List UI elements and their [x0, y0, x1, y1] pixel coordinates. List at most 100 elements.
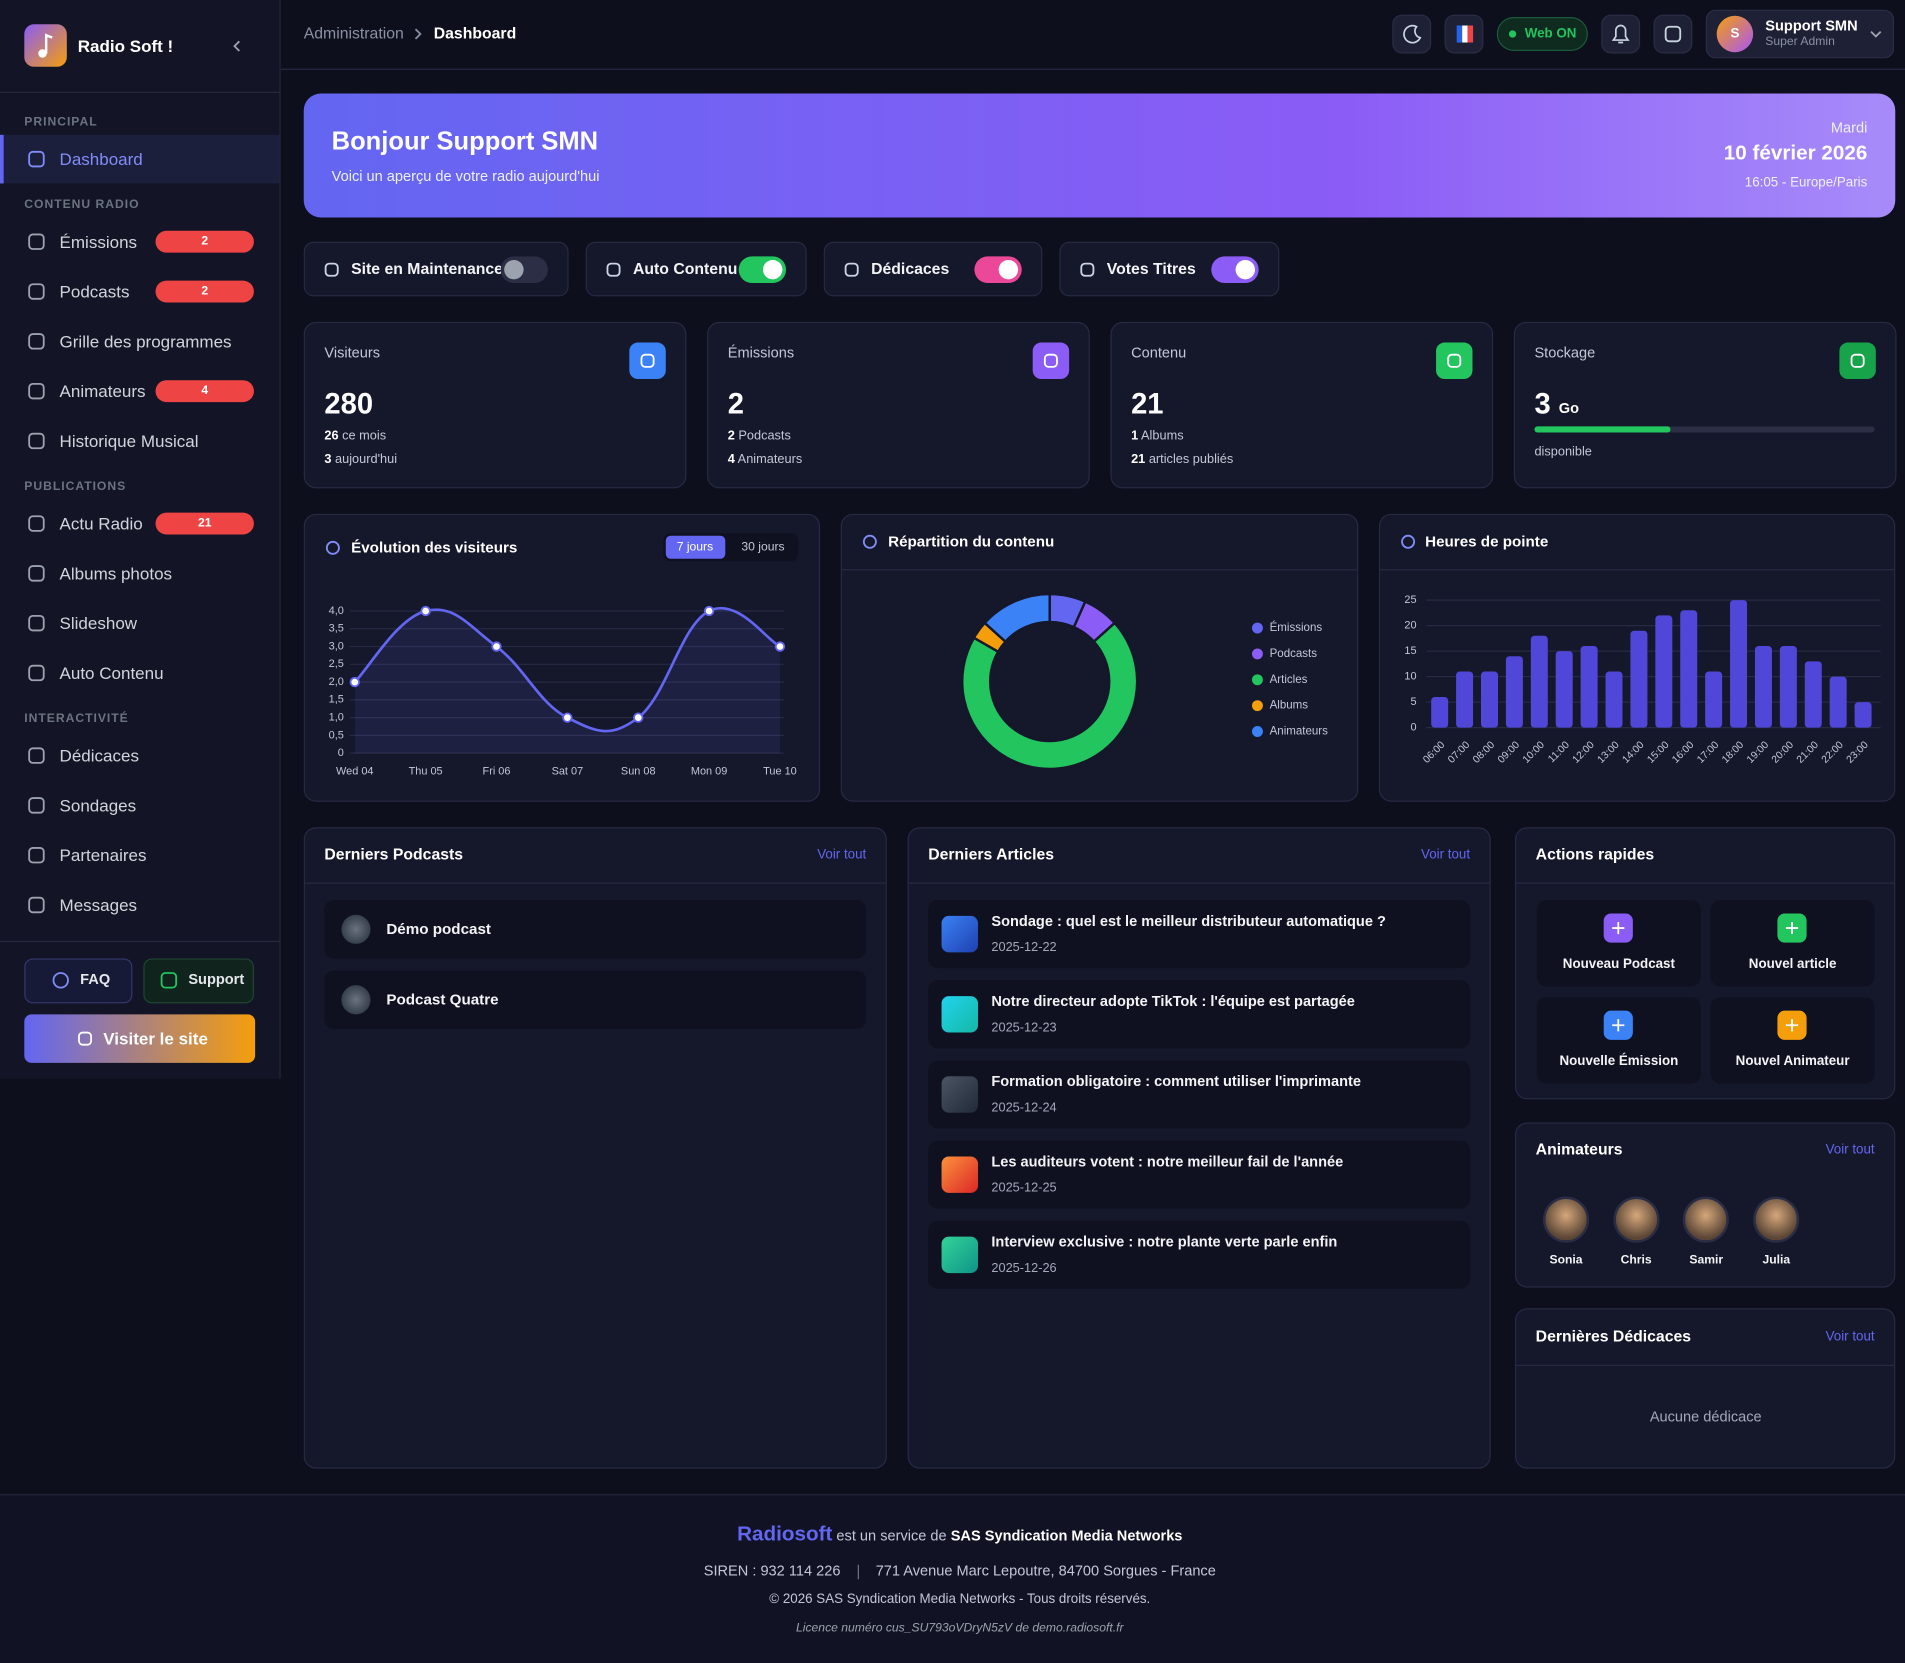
dedicaces-link[interactable]: Voir tout [1825, 1329, 1875, 1345]
article-item[interactable] [928, 980, 1471, 1049]
animateur-avatar[interactable] [1542, 1196, 1590, 1243]
article-title: Interview exclusive : notre plante verte… [991, 1233, 1338, 1251]
stat-label: Visiteurs [324, 343, 381, 361]
quick-action-label: Nouveau Podcast [1562, 956, 1675, 972]
podcast-item[interactable] [324, 900, 867, 959]
podcast-cover [341, 985, 371, 1015]
topbar-icon-button[interactable] [1444, 14, 1484, 54]
footer-company: SAS Syndication Media Networks [950, 1527, 1183, 1545]
nav-item[interactable]: Sondages [59, 795, 137, 816]
nav-section-title: PRINCIPAL [24, 115, 98, 130]
articles-link[interactable]: Voir tout [1421, 847, 1471, 863]
nav-item[interactable]: Albums photos [59, 563, 173, 584]
status-label: Web ON [1524, 26, 1577, 41]
animateurs-title: Animateurs [1535, 1140, 1623, 1159]
nav-badge [155, 280, 254, 303]
faq-button[interactable] [24, 958, 133, 1004]
toggle-label: Votes Titres [1106, 259, 1196, 278]
stat-detail-text: aujourd'hui [335, 451, 398, 467]
toggle-knob [762, 259, 783, 280]
article-thumbnail [941, 996, 979, 1033]
article-thumbnail [941, 1076, 979, 1113]
nav-item[interactable]: Podcasts [59, 281, 130, 302]
nav-item[interactable]: Animateurs [59, 381, 146, 401]
nav-section-title: INTERACTIVITÉ [24, 712, 129, 726]
nav-section-title: CONTENU RADIO [24, 198, 140, 212]
footer-license-line: Licence numéro cus_SU793oVDryN5zV de dem… [15, 1622, 1905, 1636]
hero-banner [303, 93, 1896, 218]
podcasts-link[interactable]: Voir tout [817, 847, 867, 863]
article-item[interactable] [928, 1220, 1471, 1289]
podcast-title: Démo podcast [386, 920, 491, 938]
nav-item[interactable]: Dashboard [59, 149, 143, 169]
nav-item[interactable]: Actu Radio [59, 513, 143, 534]
quick-actions-title: Actions rapides [1535, 844, 1655, 864]
nav-item[interactable]: Émissions [59, 231, 138, 252]
stat-icon [1436, 342, 1473, 380]
animateur-avatar[interactable] [1683, 1196, 1730, 1243]
podcast-item[interactable] [324, 970, 867, 1029]
nav-section-title: PUBLICATIONS [24, 480, 127, 494]
topbar-icon-button[interactable] [1653, 14, 1693, 54]
user-avatar [1716, 15, 1754, 53]
topbar-icon-button[interactable] [1392, 14, 1432, 54]
footer-copyright-line: © 2026 SAS Syndication Media Networks - … [15, 1592, 1905, 1607]
stat-label: Émissions [727, 343, 795, 361]
nav-item[interactable]: Partenaires [59, 845, 147, 865]
chart-card [1378, 513, 1896, 802]
topbar-icon-button[interactable] [1601, 14, 1641, 54]
toggle-label: Dédicaces [871, 259, 950, 278]
nav-active-bg [0, 134, 280, 184]
visit-site-button[interactable] [24, 1014, 256, 1063]
stat-icon [1839, 342, 1876, 380]
stat-card [1513, 321, 1897, 489]
nav-item[interactable]: Messages [59, 895, 138, 915]
article-thumbnail [941, 915, 979, 953]
quick-action-icon [1777, 1010, 1807, 1040]
article-item[interactable] [928, 1140, 1471, 1209]
quick-action-icon [1777, 913, 1807, 943]
nav-badge-count: 2 [201, 234, 209, 249]
article-item[interactable] [928, 1060, 1471, 1129]
hero-date: 10 février 2026 [1723, 141, 1868, 165]
nav-badge-count: 2 [201, 284, 209, 298]
article-date: 2025-12-22 [991, 940, 1057, 955]
nav-item[interactable]: Historique Musical [59, 431, 199, 451]
footer-license: Licence numéro cus_SU793oVDryN5zV de dem… [796, 1622, 1124, 1636]
hero-day: Mardi [1830, 119, 1868, 137]
stat-card [303, 321, 687, 489]
faq-label: FAQ [80, 970, 111, 988]
toggle-label: Site en Maintenance [351, 259, 503, 278]
nav-badge-count: 21 [197, 516, 212, 530]
nav-item[interactable]: Dédicaces [59, 745, 139, 766]
logo [24, 24, 67, 67]
animateur-avatar[interactable] [1753, 1196, 1800, 1243]
stat-detail-text: Podcasts [738, 428, 791, 444]
animateurs-link[interactable]: Voir tout [1825, 1142, 1875, 1158]
article-date: 2025-12-26 [991, 1260, 1057, 1276]
nav-item[interactable]: Slideshow [59, 613, 138, 633]
user-initial: S [1730, 26, 1740, 41]
support-label: Support [188, 970, 245, 988]
stat-value: 3 [1534, 387, 1551, 421]
dedicaces-title: Dernières Dédicaces [1535, 1327, 1692, 1346]
breadcrumb-separator [414, 28, 422, 40]
breadcrumb-item[interactable]: Administration [303, 23, 404, 42]
stat-label: Contenu [1131, 343, 1187, 361]
article-item[interactable] [928, 900, 1471, 969]
footer-siren: SIREN : 932 114 226 [703, 1562, 841, 1580]
range-option[interactable]: 30 jours [741, 540, 785, 555]
toggle-knob [998, 259, 1019, 280]
animateur-name: Sonia [1549, 1253, 1583, 1268]
storage-fill [1534, 426, 1671, 433]
stat-value: 280 [324, 387, 374, 421]
nav-badge [155, 512, 254, 535]
nav-item[interactable]: Grille des programmes [59, 331, 232, 352]
stat-detail-text: ce mois [342, 428, 387, 444]
nav-item[interactable]: Auto Contenu [59, 663, 164, 683]
footer-copyright: © 2026 SAS Syndication Media Networks - … [769, 1592, 1151, 1607]
animateur-avatar[interactable] [1613, 1196, 1660, 1243]
article-thumbnail [941, 1156, 979, 1193]
footer-separator [857, 1564, 859, 1580]
range-option[interactable]: 7 jours [676, 540, 714, 555]
